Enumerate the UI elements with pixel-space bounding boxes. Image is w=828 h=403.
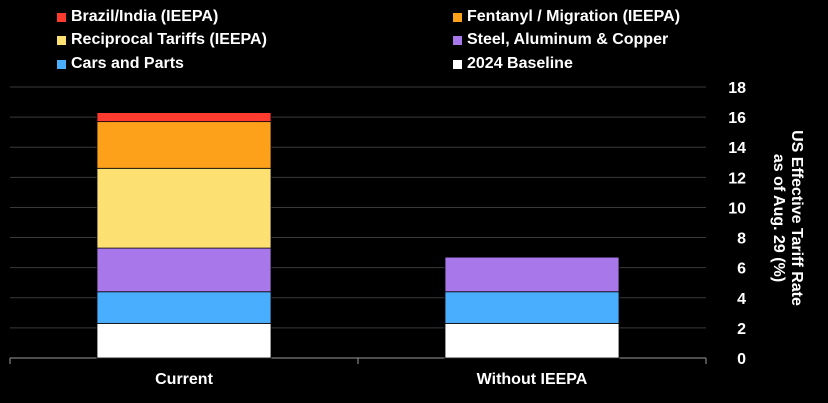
legend-item-2024-baseline: 2024 Baseline bbox=[453, 55, 573, 73]
legend-swatch bbox=[453, 59, 462, 69]
legend-label: 2024 Baseline bbox=[467, 55, 573, 72]
legend-swatch bbox=[57, 35, 66, 45]
y-axis-title-line: as of Aug. 29 (%) bbox=[770, 154, 787, 282]
y-tick-label: 10 bbox=[728, 200, 746, 217]
y-tick-label: 16 bbox=[728, 110, 746, 127]
legend-item-fentanyl-migration-ieepa: Fentanyl / Migration (IEEPA) bbox=[453, 8, 680, 26]
bar-segment-2024-baseline bbox=[444, 322, 620, 359]
legend-label: Reciprocal Tariffs (IEEPA) bbox=[71, 31, 267, 48]
y-tick-label: 6 bbox=[737, 261, 746, 278]
legend-swatch bbox=[453, 12, 462, 22]
legend-item-reciprocal-tariffs-ieepa: Reciprocal Tariffs (IEEPA) bbox=[57, 31, 267, 49]
x-category-label: Current bbox=[155, 371, 213, 388]
bar-segment-brazil-india-ieepa bbox=[96, 112, 272, 123]
y-tick-label: 8 bbox=[737, 231, 746, 248]
bar-segment-reciprocal-tariffs-ieepa bbox=[96, 167, 272, 249]
legend-swatch bbox=[57, 12, 66, 22]
legend-item-steel-aluminum-copper: Steel, Aluminum & Copper bbox=[453, 31, 668, 49]
legend: Brazil/India (IEEPA) Fentanyl / Migration… bbox=[0, 0, 828, 80]
y-tick-label: 18 bbox=[728, 80, 746, 97]
legend-label: Fentanyl / Migration (IEEPA) bbox=[467, 8, 681, 25]
bar-segment-steel-aluminum-copper bbox=[444, 256, 620, 293]
bar-segment-cars-and-parts bbox=[444, 291, 620, 324]
bar-segment-steel-aluminum-copper bbox=[96, 247, 272, 293]
y-tick-label: 12 bbox=[728, 170, 746, 187]
y-tick-label: 4 bbox=[737, 291, 746, 308]
y-tick-label: 14 bbox=[728, 140, 746, 157]
legend-swatch bbox=[57, 59, 66, 69]
legend-item-cars-and-parts: Cars and Parts bbox=[57, 55, 184, 73]
y-tick-label: 0 bbox=[737, 351, 746, 368]
legend-label: Cars and Parts bbox=[71, 55, 184, 72]
y-tick-label: 2 bbox=[737, 321, 746, 338]
legend-item-brazil-india-ieepa: Brazil/India (IEEPA) bbox=[57, 8, 218, 26]
bar-segment-cars-and-parts bbox=[96, 291, 272, 324]
x-category-label: Without IEEPA bbox=[477, 371, 588, 388]
legend-label: Steel, Aluminum & Copper bbox=[467, 31, 669, 48]
bar-segment-fentanyl-migration-ieepa bbox=[96, 121, 272, 169]
legend-swatch bbox=[453, 35, 462, 45]
bar-segment-2024-baseline bbox=[96, 322, 272, 359]
legend-label: Brazil/India (IEEPA) bbox=[71, 8, 219, 25]
y-axis-title-line: US Effective Tariff Rate bbox=[788, 130, 805, 306]
